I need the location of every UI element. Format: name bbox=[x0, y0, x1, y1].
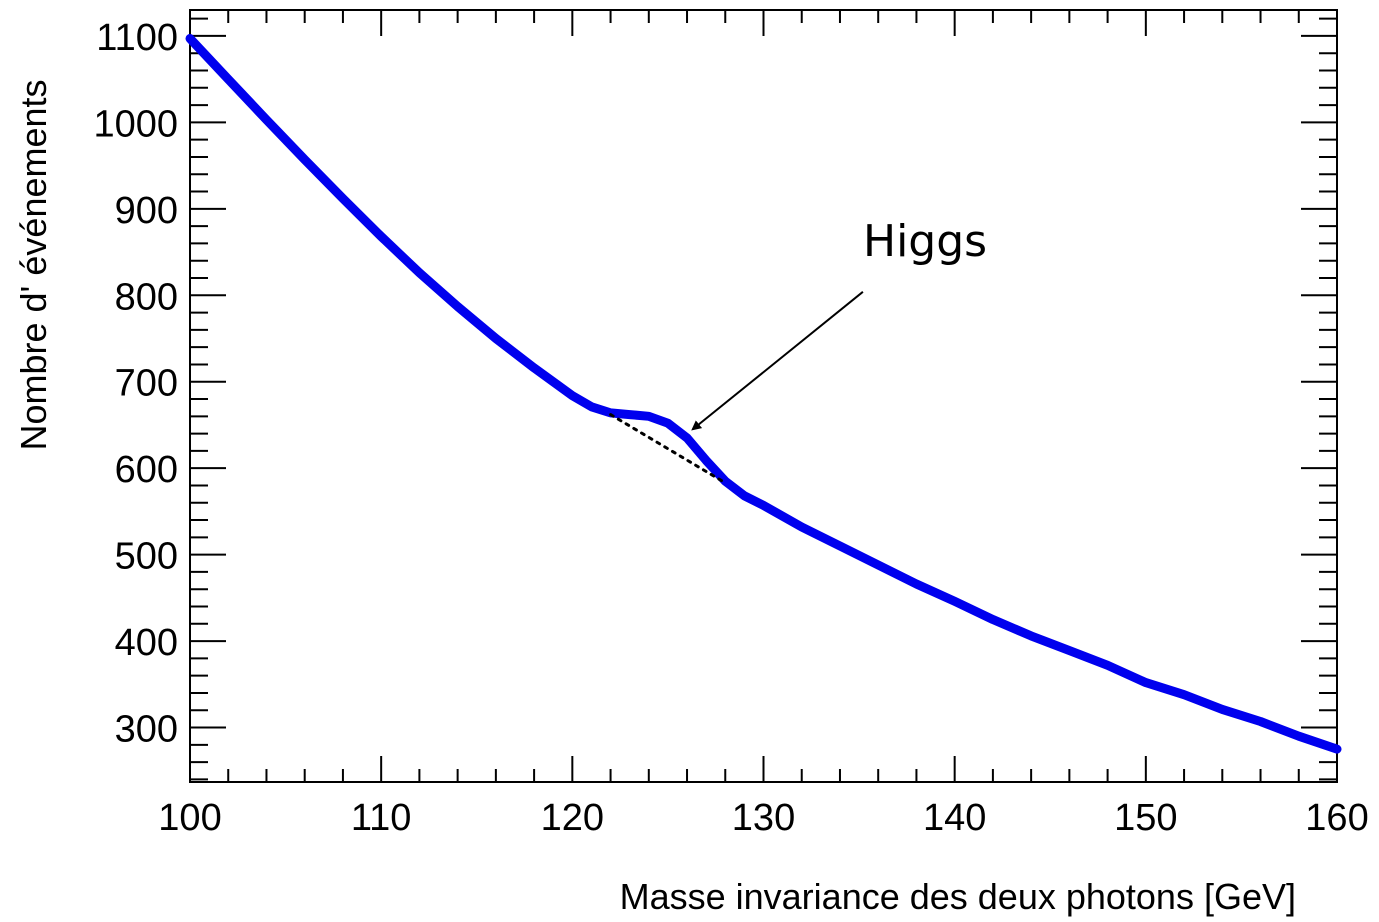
annotation-layer: Higgs bbox=[691, 216, 987, 431]
y-tick-label: 400 bbox=[115, 622, 178, 664]
x-tick-label: 160 bbox=[1305, 797, 1368, 839]
x-tick-label: 110 bbox=[351, 797, 412, 839]
x-tick-label: 130 bbox=[732, 797, 795, 839]
x-tick-label: 150 bbox=[1114, 797, 1177, 839]
annotation-arrow bbox=[691, 291, 864, 431]
y-ticks bbox=[190, 17, 1337, 781]
x-tick-label: 120 bbox=[541, 797, 604, 839]
y-tick-label: 700 bbox=[115, 363, 178, 405]
y-tick-label: 900 bbox=[115, 190, 178, 232]
y-tick-label: 1000 bbox=[93, 103, 178, 145]
y-tick-label: 600 bbox=[115, 449, 178, 491]
y-tick-label: 300 bbox=[115, 709, 178, 751]
x-axis-title: Masse invariance des deux photons [GeV] bbox=[620, 876, 1296, 917]
x-ticks bbox=[189, 10, 1338, 782]
plot-frame bbox=[189, 9, 1338, 783]
y-axis-title: Nombre d' événements bbox=[13, 79, 54, 450]
background-fit-line bbox=[609, 413, 727, 485]
y-tick-label: 800 bbox=[115, 276, 178, 318]
series-layer bbox=[185, 34, 1342, 754]
y-tick-labels: 300 400 500 600 700 800 900 1000 1100 bbox=[93, 17, 178, 751]
x-tick-label: 100 bbox=[158, 797, 221, 839]
y-tick-label: 1100 bbox=[96, 17, 178, 59]
y-tick-label: 500 bbox=[115, 536, 178, 578]
x-tick-labels: 100 110 120 130 140 150 160 bbox=[158, 797, 1368, 839]
x-tick-label: 140 bbox=[923, 797, 986, 839]
signal-curve bbox=[185, 34, 1342, 754]
annotation-label: Higgs bbox=[863, 216, 987, 267]
